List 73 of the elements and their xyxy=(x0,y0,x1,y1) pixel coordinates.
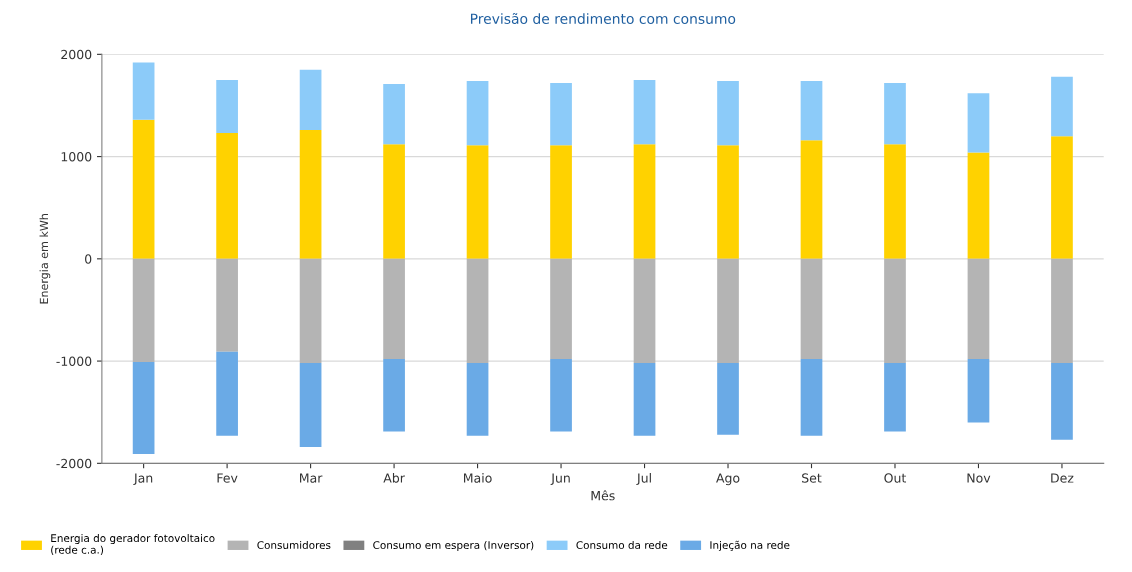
y-tick-label: 1000 xyxy=(61,152,92,162)
bar xyxy=(132,62,155,120)
bar xyxy=(1051,363,1073,440)
bar xyxy=(1051,258,1073,364)
x-tick-label: Jan xyxy=(133,473,153,486)
x-tick-label: Maio xyxy=(464,473,492,483)
legend-label: Consumo da rede xyxy=(576,540,668,550)
bar xyxy=(633,258,656,364)
bar xyxy=(967,359,990,423)
bar xyxy=(132,258,155,363)
bar xyxy=(884,144,906,259)
bar xyxy=(466,80,489,146)
y-axis-title: Energia em kWh xyxy=(39,214,51,304)
bar xyxy=(884,363,906,432)
x-tick-label: Mar xyxy=(300,473,323,483)
chart-title: Previsão de rendimento com consumo xyxy=(470,12,736,24)
bar xyxy=(216,258,238,352)
bar xyxy=(800,140,823,259)
y-tick-label: -1000 xyxy=(56,356,92,366)
y-tick-label: 0 xyxy=(85,254,92,264)
bar xyxy=(1051,136,1073,259)
legend-label: Energia do gerador fotovoltaico (rede c.a.) xyxy=(51,534,215,555)
bar xyxy=(717,363,739,435)
bar xyxy=(383,258,405,360)
x-axis-title: Mês xyxy=(591,490,615,501)
bar xyxy=(299,258,322,364)
x-tick-label: Jun xyxy=(550,473,570,486)
bar xyxy=(800,258,823,360)
legend-label: Consumidores xyxy=(257,540,331,550)
bar xyxy=(299,130,322,259)
x-tick-label: Abr xyxy=(383,473,405,483)
bar xyxy=(800,359,823,436)
x-tick-label: Ago xyxy=(716,473,740,486)
bar xyxy=(216,351,238,436)
x-tick-label: Fev xyxy=(217,473,238,483)
bar xyxy=(550,258,572,360)
bar xyxy=(717,80,739,146)
legend-label: Consumo em espera (Inversor) xyxy=(373,540,534,552)
bar xyxy=(884,258,906,364)
x-tick-label: Out xyxy=(884,473,907,483)
bar xyxy=(132,362,155,455)
bar xyxy=(633,144,656,259)
bar xyxy=(633,79,656,145)
bar xyxy=(967,152,990,259)
bar xyxy=(466,145,489,259)
bar xyxy=(466,258,489,364)
bar xyxy=(884,82,906,145)
bar xyxy=(216,79,238,134)
bar xyxy=(1051,76,1073,137)
bar xyxy=(383,359,405,432)
bar xyxy=(967,93,990,153)
bar xyxy=(383,144,405,259)
bar xyxy=(967,258,990,360)
bar xyxy=(299,69,322,130)
bar xyxy=(717,145,739,259)
bar xyxy=(800,80,823,141)
bar xyxy=(466,363,489,436)
x-tick-label: Set xyxy=(802,473,822,483)
legend-label: Injeção na rede xyxy=(710,540,790,552)
x-tick-label: Dez xyxy=(1051,473,1074,483)
bar xyxy=(299,363,322,447)
bar xyxy=(216,133,238,259)
x-tick-label: Nov xyxy=(967,473,991,483)
bar xyxy=(550,82,572,146)
y-tick-label: 2000 xyxy=(61,49,92,60)
bar xyxy=(383,83,405,145)
bar xyxy=(132,119,155,259)
x-tick-label: Jul xyxy=(636,473,651,486)
bar xyxy=(550,145,572,259)
bar xyxy=(550,359,572,432)
y-tick-label: -2000 xyxy=(56,458,92,469)
bar xyxy=(633,363,656,436)
bar xyxy=(717,258,739,364)
